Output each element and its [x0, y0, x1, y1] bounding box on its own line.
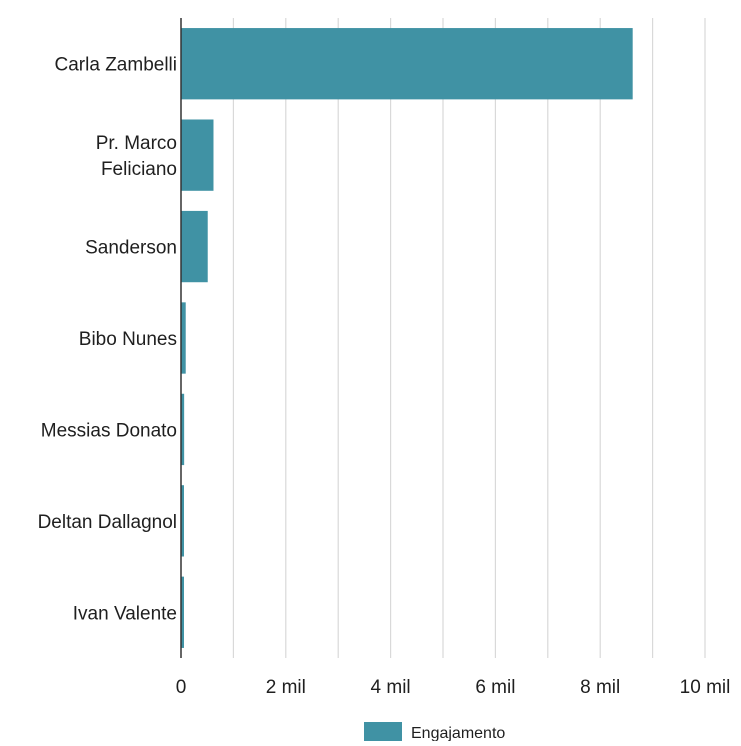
- bar: [181, 210, 208, 283]
- legend-label: Engajamento: [411, 725, 505, 741]
- x-tick-labels: 0 2 mil 4 mil 6 mil 8 mil 10 mil: [176, 677, 731, 698]
- category-label: Deltan Dallagnol: [38, 512, 177, 533]
- category-label: Bibo Nunes: [79, 329, 177, 350]
- category-label: Carla Zambelli: [55, 55, 177, 76]
- x-tick-label: 10 mil: [680, 677, 731, 698]
- bar: [181, 28, 633, 100]
- bar: [181, 485, 184, 557]
- x-tick-label: 4 mil: [371, 677, 411, 698]
- category-label: Pr. Marco Feliciano: [96, 133, 177, 180]
- bar: [181, 119, 214, 191]
- category-label: Ivan Valente: [73, 603, 177, 624]
- legend-swatch: [364, 722, 402, 741]
- category-labels: Carla Zambelli Pr. Marco Feliciano Sanderso…: [38, 55, 177, 625]
- bar: [181, 576, 184, 648]
- legend: Engajamento: [364, 722, 505, 742]
- bars: [181, 28, 633, 648]
- category-label: Sanderson: [85, 238, 177, 259]
- x-tick-label: 8 mil: [580, 677, 620, 698]
- x-tick-label: 6 mil: [475, 677, 515, 698]
- bar: [181, 302, 186, 374]
- x-tick-label: 2 mil: [266, 677, 306, 698]
- gridlines: [232, 18, 706, 658]
- category-label: Messias Donato: [41, 420, 177, 441]
- bar: [181, 393, 185, 466]
- x-tick-label: 0: [176, 677, 187, 698]
